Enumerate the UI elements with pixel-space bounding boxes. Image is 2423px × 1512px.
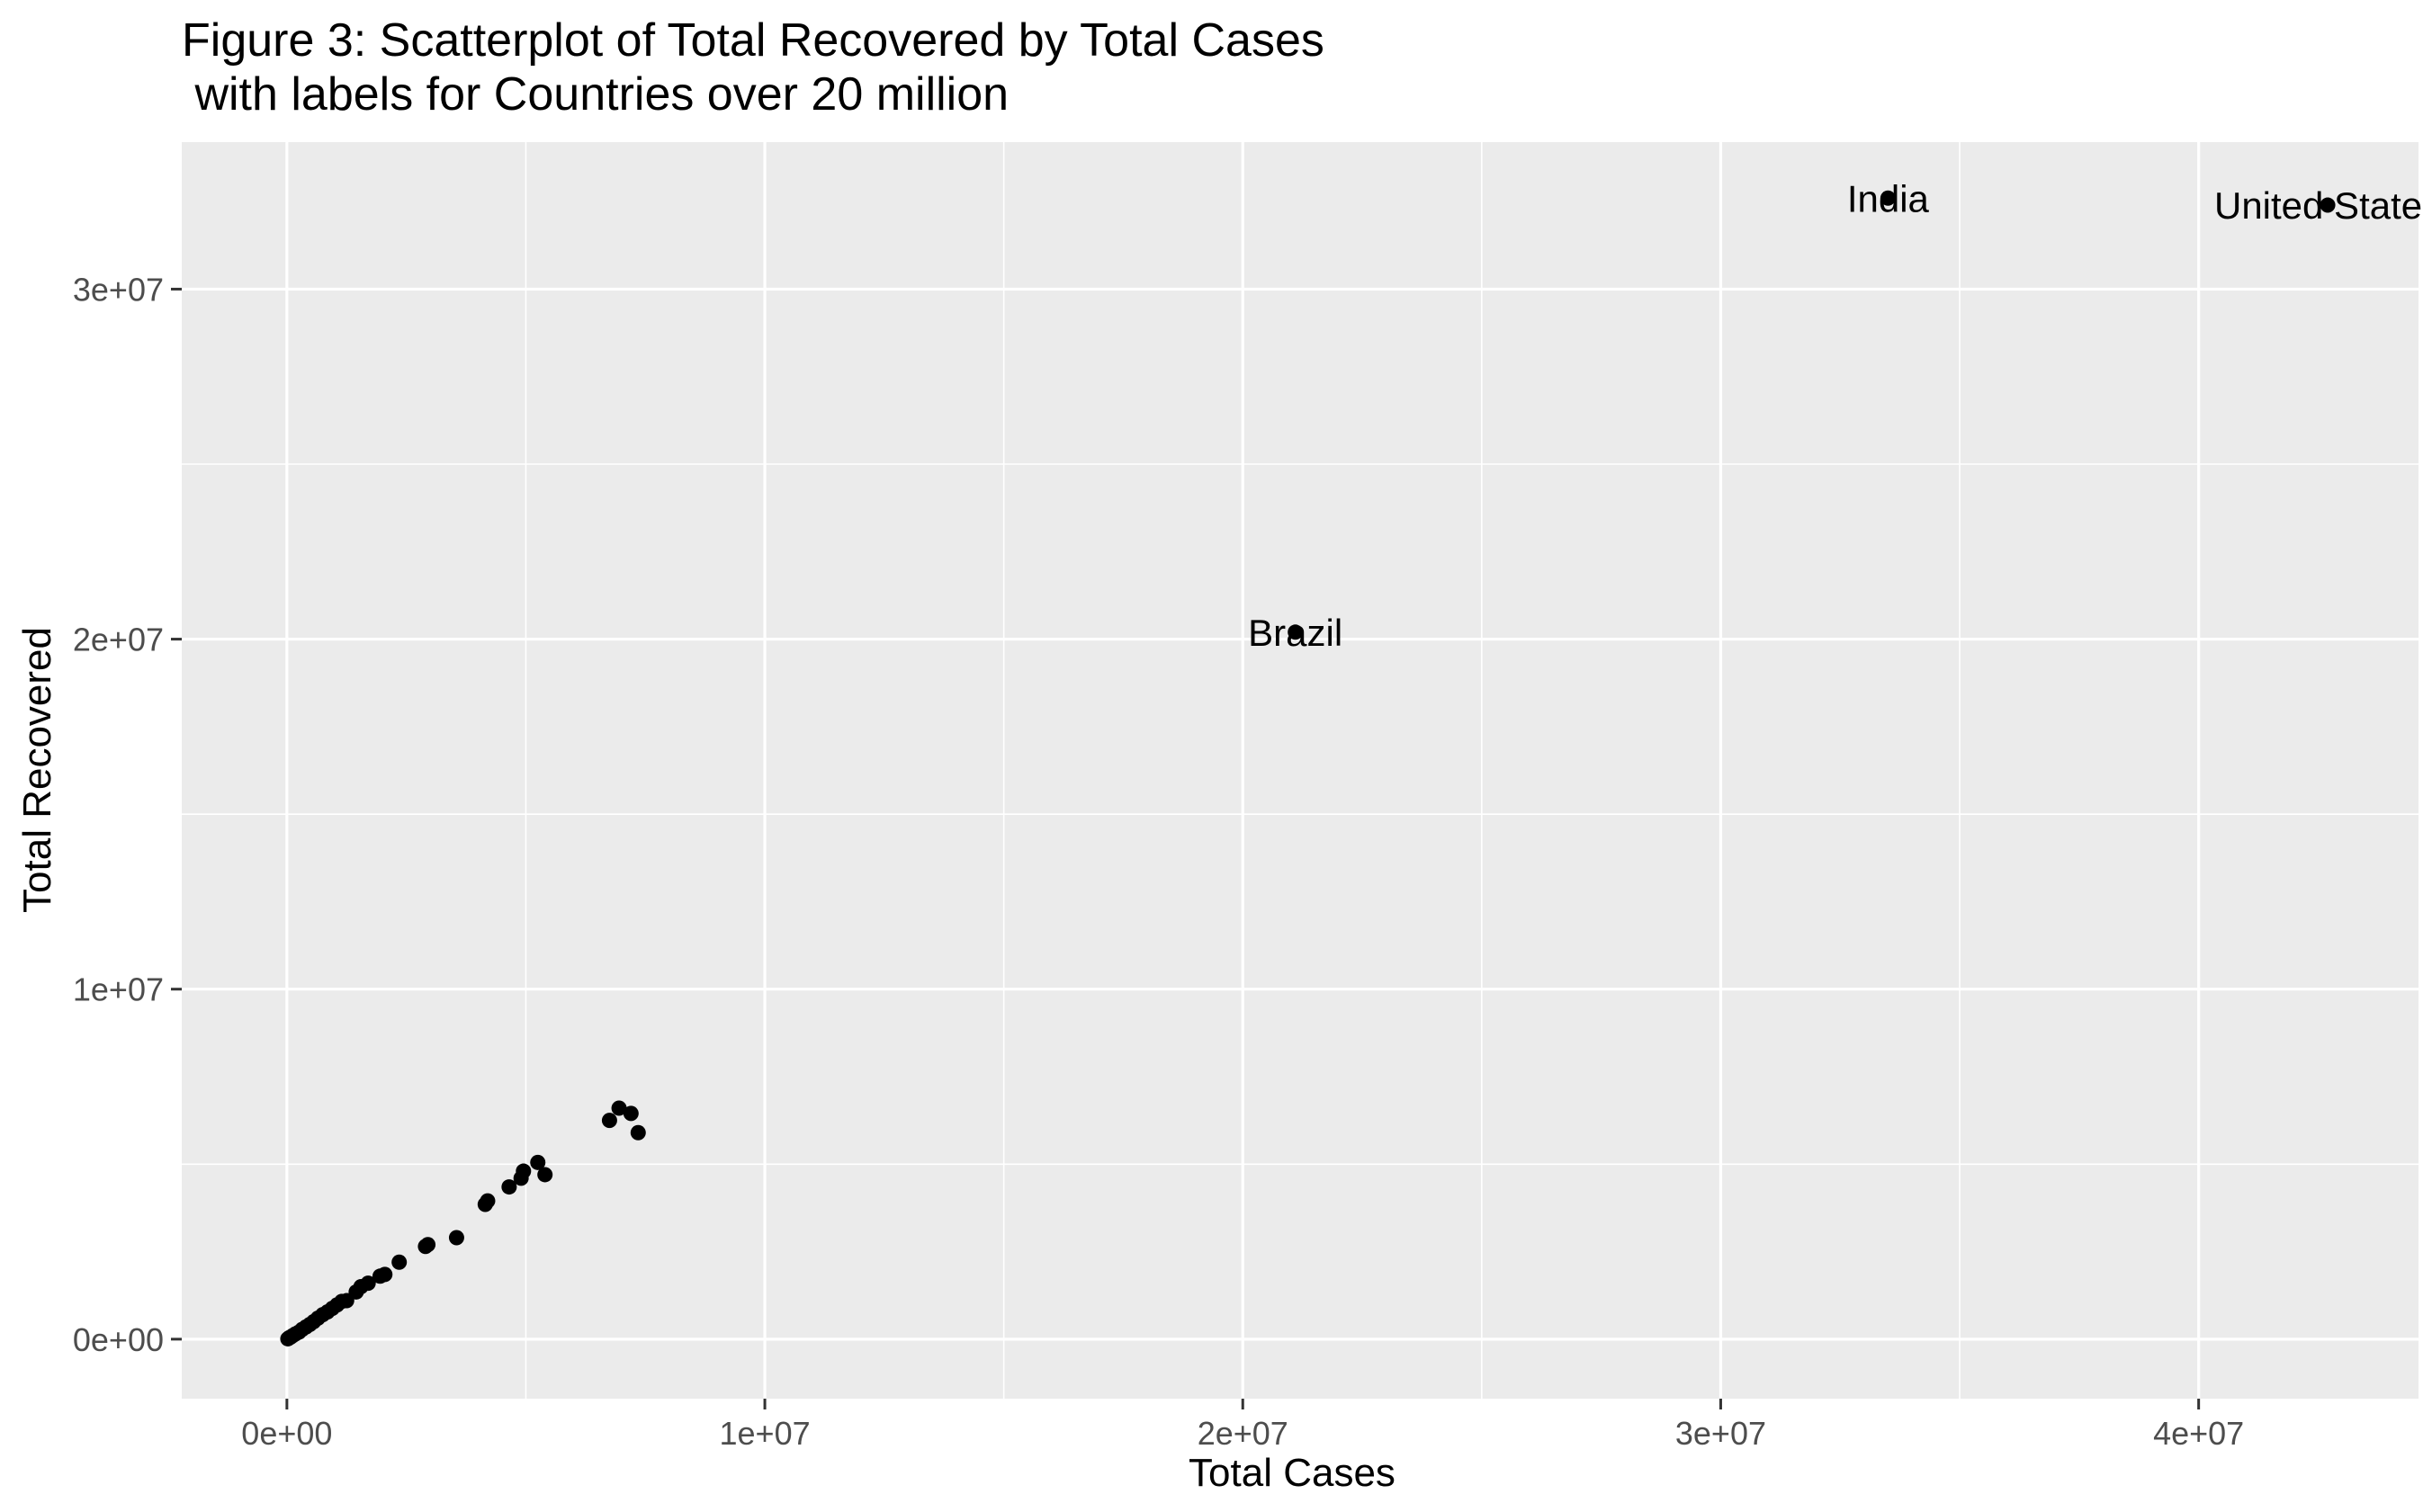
data-point [601,1113,617,1129]
x-tick-label: 4e+07 [2153,1415,2244,1452]
data-point [630,1124,646,1141]
point-label: Brazil [1248,612,1342,654]
data-point [360,1275,376,1292]
chart-title: Figure 3: Scatterplot of Total Recovered… [182,14,1324,67]
data-point [530,1154,546,1170]
chart-subtitle: with labels for Countries over 20 millio… [182,68,1009,121]
data-point [448,1230,464,1246]
grid-minor [182,142,2419,1399]
y-axis-ticks: 0e+00 1e+07 2e+07 3e+07 [73,271,182,1358]
data-point [480,1193,496,1209]
x-tick-label: 3e+07 [1675,1415,1766,1452]
point-label: United States [2214,184,2423,227]
data-point [420,1237,436,1253]
y-tick-label: 1e+07 [73,971,164,1008]
data-point [2320,197,2336,213]
x-axis-ticks: 0e+00 1e+07 2e+07 3e+07 4e+07 [241,1399,2244,1452]
x-axis-title: Total Cases [1189,1451,1395,1495]
points-layer [280,190,2336,1346]
x-tick-label: 0e+00 [241,1415,332,1452]
data-point [377,1266,393,1283]
data-point [516,1163,532,1179]
data-point [1880,190,1896,206]
y-axis-title: Total Recovered [15,627,59,913]
data-point [391,1254,408,1270]
point-labels-layer: Brazil India United States [1248,177,2423,654]
y-tick-label: 3e+07 [73,271,164,308]
data-point [537,1167,553,1183]
x-tick-label: 1e+07 [720,1415,811,1452]
y-tick-label: 0e+00 [73,1321,164,1358]
point-label: India [1847,177,1930,219]
x-tick-label: 2e+07 [1198,1415,1288,1452]
data-point [501,1179,517,1195]
data-point [1288,624,1304,640]
plot-panel [182,142,2419,1399]
y-tick-label: 2e+07 [73,622,164,658]
data-point [623,1105,639,1122]
data-point [611,1100,627,1116]
grid-major [182,142,2419,1399]
